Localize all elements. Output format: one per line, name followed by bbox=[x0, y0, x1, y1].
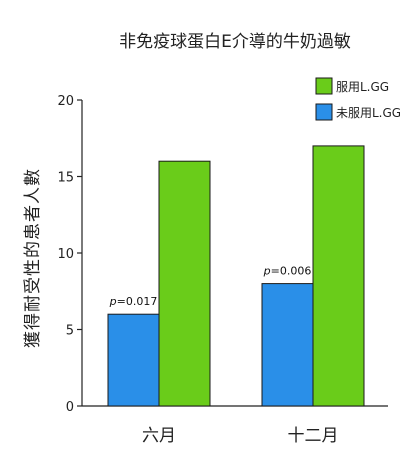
y-tick-label: 5 bbox=[66, 324, 74, 339]
y-axis-label: 獲得耐受性的患者人數 bbox=[23, 168, 43, 348]
y-tick-label: 20 bbox=[57, 94, 74, 109]
p-value: =0.017 bbox=[117, 295, 158, 308]
legend-label: 服用L.GG bbox=[336, 80, 389, 94]
legend: 服用L.GG 未服用L.GG bbox=[315, 77, 400, 121]
p-value: =0.006 bbox=[271, 265, 312, 278]
bar-without-lgg-2 bbox=[261, 283, 314, 407]
bars bbox=[107, 145, 365, 407]
chart-title: 非免疫球蛋白E介導的牛奶過敏 bbox=[119, 32, 351, 52]
y-tick-label: 15 bbox=[57, 171, 74, 186]
p-symbol: p bbox=[109, 295, 117, 308]
legend-label: 未服用L.GG bbox=[336, 106, 400, 120]
p-value-annotation: p=0.017 bbox=[109, 295, 158, 308]
category-label: 六月 bbox=[142, 426, 176, 446]
p-value-annotation: p=0.006 bbox=[263, 265, 312, 278]
category-label: 十二月 bbox=[288, 426, 339, 446]
p-symbol: p bbox=[263, 265, 271, 278]
legend-swatch bbox=[315, 103, 333, 121]
y-tick-label: 10 bbox=[57, 247, 74, 262]
category-labels: 六月 十二月 bbox=[142, 426, 339, 446]
y-tick-label: 0 bbox=[66, 400, 74, 415]
bar-with-lgg-2 bbox=[312, 145, 365, 407]
bar-without-lgg-1 bbox=[107, 313, 160, 407]
bar-with-lgg-1 bbox=[158, 160, 211, 407]
legend-swatch bbox=[315, 77, 333, 95]
